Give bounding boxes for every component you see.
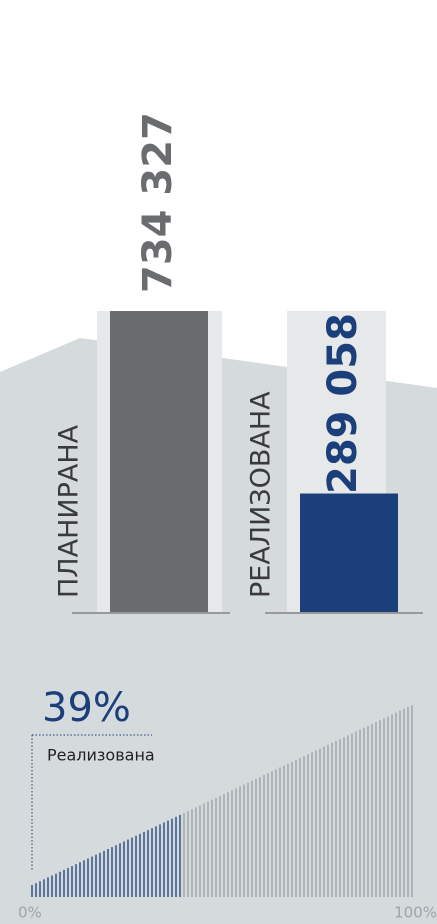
bar [110, 311, 208, 612]
category-label: ПЛАНИРАНА [54, 424, 85, 598]
value-label: 734 327 [135, 112, 181, 293]
value-label: 289 058 [320, 313, 366, 494]
x-tick-label: 100% [394, 904, 437, 922]
hatch-filled [31, 814, 181, 897]
percent-label: 39% [42, 685, 131, 731]
x-tick-label: 0% [18, 904, 42, 922]
category-label: РЕАЛИЗОВАНА [246, 391, 277, 598]
hatch-remaining [183, 705, 413, 897]
progress-label: Реализована [47, 746, 155, 765]
bar [300, 493, 398, 612]
